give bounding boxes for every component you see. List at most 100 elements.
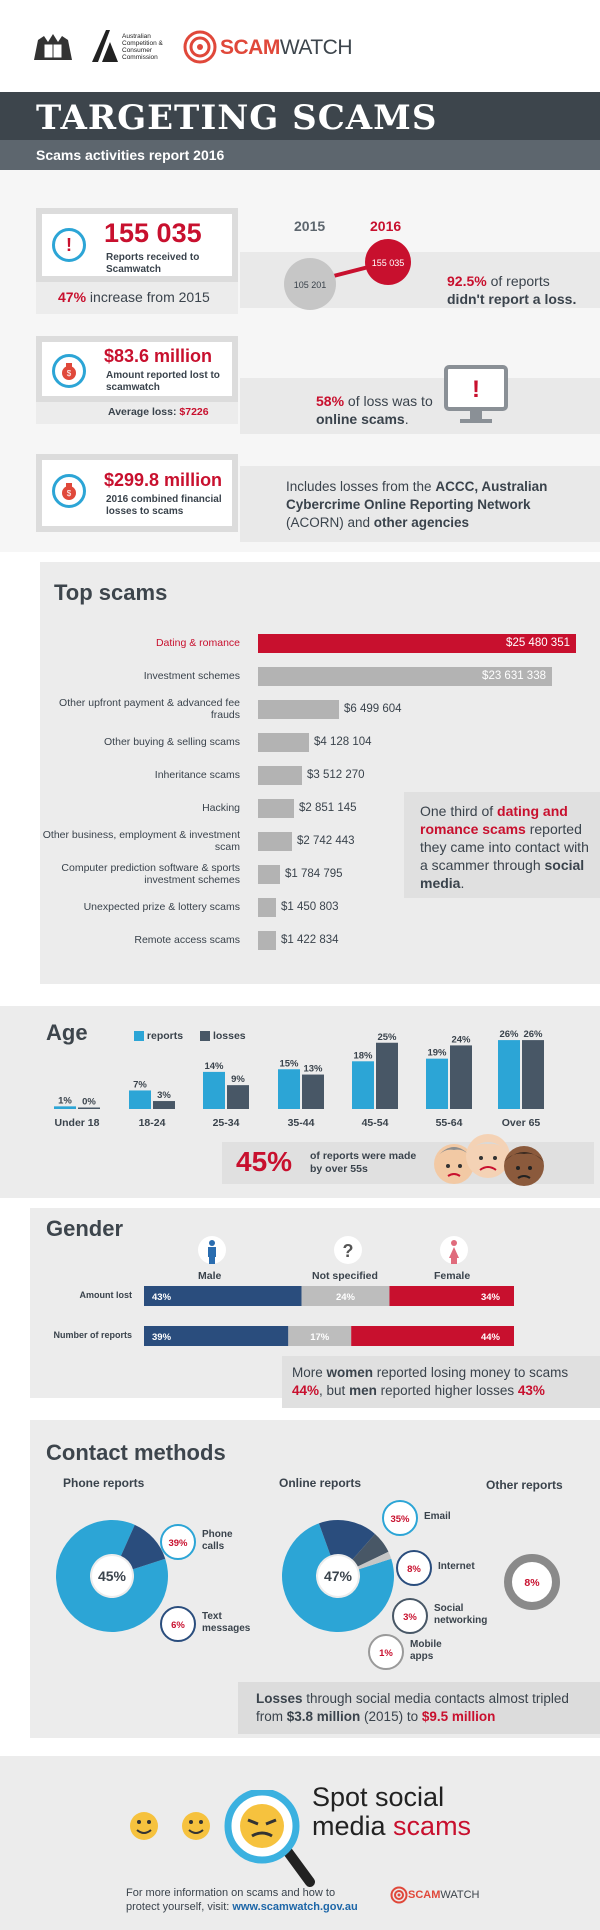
gender-chart: Amount lost 43% 24% 34% Number of reports 39%…: [53, 1286, 514, 1346]
phone-center-label: 45%: [98, 1568, 127, 1584]
scam-label-hacking: Hacking: [202, 802, 240, 814]
footer: [0, 1756, 600, 1930]
scam-bar-dating-romance: [258, 634, 576, 653]
scam-bar-investment-schemes: [258, 667, 552, 686]
online-loss-panel: [240, 378, 600, 434]
money-bag-icon-2: $: [52, 474, 86, 508]
online-center-label: 47%: [324, 1568, 353, 1584]
dating-note: One third of dating and romance scams re…: [420, 803, 589, 891]
age-category-45-54: 45-54: [362, 1117, 389, 1129]
gender-bar-female-amount-lost: [389, 1286, 514, 1306]
online-callout-label-social-networking-0: Social: [434, 1603, 464, 1614]
online-callout-label-mobile-apps-0: Mobile: [410, 1639, 442, 1650]
scam-label-unexpected-prize-lottery-scams: Unexpected prize & lottery scams: [83, 901, 240, 913]
reports-label: Reports received to Scamwatch: [106, 252, 200, 275]
age-bar-reports-55-64: [426, 1058, 448, 1109]
svg-text:$: $: [67, 369, 72, 378]
gender-bar-male-number-of-reports: [144, 1326, 289, 1346]
top-scams-section: Top scams: [40, 562, 600, 984]
circle-2016: [365, 239, 411, 285]
scam-label-dating-romance: Dating & romance: [155, 637, 240, 649]
age-chart: 1% 0% Under 18 7% 3% 18-24 14% 9% 25-34 15% 13% 35-…: [54, 1029, 544, 1129]
scam-bar-other-buying-selling-scams: [258, 733, 309, 752]
year-compare-graphic: 105 201 155 035: [284, 239, 411, 310]
coat-of-arms-logo: [34, 34, 72, 60]
scam-label-investment-schemes: Investment schemes: [143, 670, 240, 682]
age-callout-pct: 45%: [236, 1146, 293, 1177]
online-callout-value-social-networking: 3%: [403, 1612, 417, 1623]
age-value-losses-under-18: 0%: [82, 1097, 96, 1108]
combined-panel: [240, 466, 600, 542]
money-bag-icon: $: [52, 354, 86, 388]
age-bar-reports-35-44: [278, 1069, 300, 1109]
phone-slice-phone-calls: [56, 1520, 169, 1632]
gender-title: Gender: [46, 1216, 124, 1241]
phone-callout-label-phone-calls-1: calls: [202, 1541, 225, 1552]
page-title: TARGETING SCAMS: [36, 98, 438, 138]
scam-label-inheritance-scams: Inheritance scams: [154, 769, 240, 781]
online-slice-social-networking: [352, 1533, 389, 1567]
online-callout-value-email: 35%: [390, 1514, 410, 1525]
no-loss-text: 92.5% of reports didn't report a loss.: [447, 273, 577, 307]
other-reports-value: 8%: [524, 1577, 540, 1589]
spot-scams-illustration: [130, 1790, 315, 1887]
scam-bar-inheritance-scams: [258, 766, 302, 785]
age-bar-reports-under-18: [54, 1106, 76, 1109]
online-callout-label-mobile-apps-1: apps: [410, 1651, 434, 1662]
online-slice-mobile-apps: [357, 1551, 392, 1570]
contact-note: Losses through social media contacts alm…: [256, 1691, 569, 1724]
scam-bar-unexpected-prize-lottery-scams: [258, 898, 276, 917]
legend-reports-swatch: [134, 1031, 144, 1042]
scam-bar-computer-prediction-software-sports-investment-schemes: [258, 865, 280, 884]
not-specified-label: Not specified: [312, 1270, 378, 1282]
scamwatch-wordmark: SCAMWATCH: [220, 36, 353, 59]
gender-bar-not-specified-amount-lost: [301, 1286, 390, 1306]
scam-label-other-upfront-payment-advanced-fee-frauds: Other upfront payment & advanced fee fra…: [59, 697, 240, 721]
age-category-over-65: Over 65: [502, 1117, 541, 1129]
spot-scams-heading: Spot social media scams: [312, 1782, 472, 1841]
online-callout-mobile-apps: [368, 1634, 404, 1670]
female-label: Female: [434, 1270, 471, 1282]
lost-amount: $83.6 million: [104, 346, 213, 366]
scam-label-computer-prediction-software-sports-investment-schemes: Computer prediction software & sports in…: [61, 862, 240, 886]
age-value-reports-35-44: 15%: [279, 1058, 299, 1069]
age-value-losses-18-24: 3%: [157, 1090, 171, 1101]
value-2016: 155 035: [372, 258, 405, 268]
scam-bar-other-business-employment-investment-scam: [258, 832, 292, 851]
age-bar-reports-25-34: [203, 1071, 225, 1109]
online-loss-text: 58% of loss was to online scams.: [316, 393, 433, 427]
header: Australian Competition & Consumer Commis…: [0, 0, 600, 88]
age-legend: reports losses: [134, 1030, 246, 1042]
footer-info: For more information on scams and how to…: [126, 1887, 358, 1913]
age-callout-text: of reports were made by over 55s: [310, 1150, 417, 1175]
age-value-reports-over-65: 26%: [499, 1029, 519, 1040]
gender-value-not-specified-amount-lost: 24%: [336, 1292, 356, 1303]
contact-title: Contact methods: [46, 1440, 226, 1465]
scam-value-hacking: $2 851 145: [299, 802, 357, 814]
gender-value-female-amount-lost: 34%: [481, 1292, 501, 1303]
year-2016-label: 2016: [370, 218, 402, 234]
circle-2015: [284, 258, 336, 310]
accc-logo-mark: [92, 30, 118, 62]
scamwatch-link[interactable]: www.scamwatch.gov.au: [232, 1901, 358, 1913]
age-bar-losses-55-64: [450, 1045, 472, 1109]
age-category-55-64: 55-64: [436, 1117, 463, 1129]
scam-value-other-buying-selling-scams: $4 128 104: [314, 736, 372, 748]
age-value-losses-25-34: 9%: [231, 1074, 245, 1085]
age-bar-losses-45-54: [376, 1042, 398, 1109]
online-callout-internet: [396, 1550, 432, 1586]
male-icon: [198, 1236, 226, 1264]
combined-amount: $299.8 million: [104, 470, 223, 490]
gender-bar-not-specified-number-of-reports: [288, 1326, 352, 1346]
magnifier-icon: [224, 1790, 315, 1887]
phone-callout-value-phone-calls: 39%: [168, 1538, 188, 1549]
phone-callout-text-messages: [160, 1606, 196, 1642]
gender-note: More women reported losing money to scam…: [292, 1365, 569, 1398]
scam-value-inheritance-scams: $3 512 270: [307, 769, 365, 781]
year-2015-label: 2015: [294, 218, 326, 234]
svg-text:?: ?: [343, 1241, 354, 1261]
other-title: Other reports: [486, 1478, 563, 1492]
scam-label-remote-access-scams: Remote access scams: [134, 934, 240, 946]
legend-losses: losses: [212, 1030, 246, 1043]
scam-label-other-business-employment-investment-scam: Other business, employment & investment …: [42, 829, 240, 853]
